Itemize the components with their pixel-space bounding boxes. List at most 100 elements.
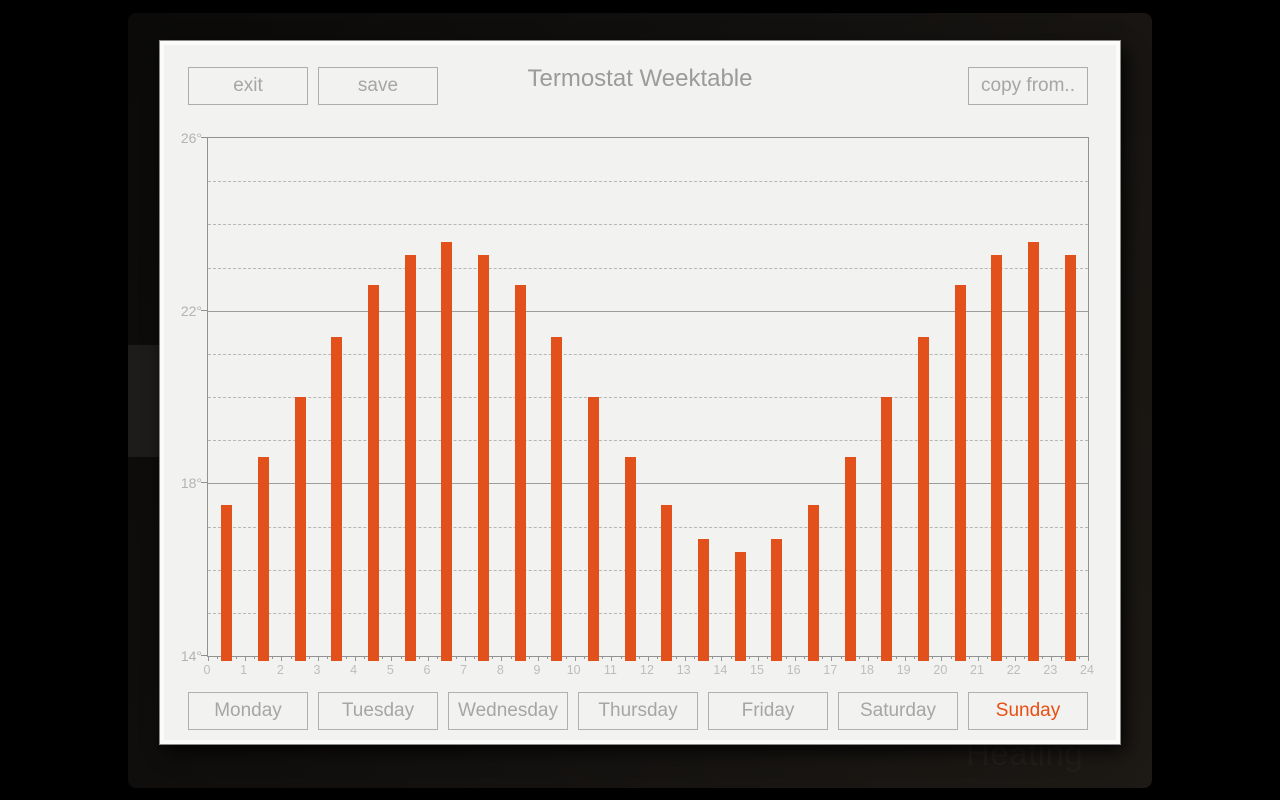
gridline-solid-22 [208, 310, 1088, 312]
x-axis-label-5: 5 [386, 663, 394, 677]
x-tick-11 [611, 656, 613, 661]
save-button[interactable]: save [318, 67, 438, 105]
x-axis-label-7: 7 [460, 663, 468, 677]
temp-bar-hour-8[interactable] [514, 284, 526, 661]
temp-bar-hour-2[interactable] [294, 397, 306, 661]
x-axis-label-1: 1 [240, 663, 248, 677]
x-tick-minor [528, 656, 530, 659]
temp-bar-hour-12[interactable] [661, 504, 673, 661]
temp-bar-hour-17[interactable] [844, 457, 856, 661]
x-axis-label-17: 17 [823, 663, 838, 677]
day-button-tuesday[interactable]: Tuesday [318, 692, 438, 730]
x-tick-24 [1088, 656, 1089, 661]
x-tick-minor [730, 656, 732, 659]
copy-from-button[interactable]: copy from.. [968, 67, 1088, 105]
y-axis-label-18: 18° [180, 475, 202, 492]
x-tick-10 [574, 656, 576, 661]
x-tick-minor [327, 656, 329, 659]
x-tick-minor [620, 656, 622, 659]
x-tick-minor [913, 656, 915, 659]
x-tick-minor [748, 656, 750, 659]
temp-bar-hour-6[interactable] [441, 241, 453, 661]
temp-bar-hour-20[interactable] [954, 284, 966, 661]
day-button-saturday[interactable]: Saturday [838, 692, 958, 730]
x-axis-label-18: 18 [860, 663, 874, 677]
x-tick-minor [895, 656, 897, 659]
x-tick-4 [354, 656, 356, 661]
temp-bar-hour-3[interactable] [331, 336, 343, 661]
temp-bar-hour-10[interactable] [588, 397, 599, 661]
x-tick-6 [428, 656, 429, 661]
x-tick-minor [382, 656, 384, 659]
temp-bar-hour-15[interactable] [771, 539, 783, 661]
temp-bar-hour-1[interactable] [258, 457, 269, 661]
x-tick-minor [1023, 656, 1025, 659]
x-tick-minor [1042, 656, 1044, 659]
temp-bar-hour-16[interactable] [808, 504, 819, 661]
x-axis-label-9: 9 [533, 663, 541, 677]
x-tick-minor [345, 656, 347, 659]
gridline-dashed-19 [208, 440, 1088, 442]
x-tick-minor [253, 656, 255, 659]
x-tick-minor [290, 656, 292, 659]
temp-bar-hour-23[interactable] [1064, 254, 1076, 661]
gridline-dashed-17 [208, 526, 1088, 528]
gridline-dashed-24 [208, 224, 1088, 226]
x-tick-21 [978, 656, 979, 661]
day-button-friday[interactable]: Friday [708, 692, 828, 730]
x-tick-12 [648, 656, 649, 661]
temp-bar-hour-13[interactable] [698, 539, 709, 661]
x-tick-minor [565, 656, 567, 659]
temp-bar-hour-7[interactable] [478, 254, 489, 661]
temp-bar-hour-11[interactable] [624, 457, 636, 661]
x-tick-2 [281, 656, 283, 661]
x-tick-3 [318, 656, 319, 661]
x-tick-14 [721, 656, 723, 661]
x-tick-minor [583, 656, 585, 659]
x-axis-label-14: 14 [713, 663, 728, 677]
y-tick-22 [201, 309, 207, 311]
x-tick-minor [968, 656, 970, 659]
x-tick-15 [758, 656, 759, 661]
temp-bar-hour-22[interactable] [1028, 241, 1039, 661]
x-tick-minor [657, 656, 659, 659]
gridline-solid-18 [208, 483, 1088, 485]
x-tick-13 [684, 656, 686, 661]
x-axis-label-21: 21 [970, 663, 984, 677]
x-axis-label-22: 22 [1006, 663, 1021, 677]
temp-bar-hour-18[interactable] [881, 397, 893, 661]
x-axis-label-10: 10 [566, 663, 581, 677]
x-tick-minor [217, 656, 219, 659]
temp-bar-hour-0[interactable] [221, 504, 233, 661]
day-button-wednesday[interactable]: Wednesday [448, 692, 568, 730]
x-tick-minor [602, 656, 604, 659]
temp-bar-hour-14[interactable] [734, 552, 746, 661]
temp-bar-hour-5[interactable] [404, 254, 416, 661]
x-tick-17 [831, 656, 833, 661]
y-axis-label-26: 26° [180, 130, 202, 146]
x-tick-minor [693, 656, 695, 659]
x-tick-minor [235, 656, 237, 659]
temp-bar-hour-9[interactable] [551, 336, 563, 661]
temp-bar-hour-4[interactable] [368, 284, 379, 661]
x-tick-minor [950, 656, 952, 659]
x-tick-minor [822, 656, 824, 659]
day-button-sunday[interactable]: Sunday [968, 692, 1088, 730]
x-axis-label-4: 4 [350, 663, 358, 677]
x-tick-minor [363, 656, 365, 659]
temp-bar-hour-19[interactable] [918, 336, 929, 661]
x-tick-20 [941, 656, 943, 661]
x-axis-label-13: 13 [676, 663, 691, 677]
day-button-thursday[interactable]: Thursday [578, 692, 698, 730]
temp-bar-hour-21[interactable] [991, 254, 1003, 661]
exit-button[interactable]: exit [188, 67, 308, 105]
x-tick-minor [1078, 656, 1080, 659]
x-axis-label-11: 11 [603, 663, 617, 677]
day-button-monday[interactable]: Monday [188, 692, 308, 730]
x-tick-minor [675, 656, 677, 659]
x-tick-9 [538, 656, 539, 661]
x-tick-0 [208, 656, 209, 661]
x-tick-minor [1060, 656, 1062, 659]
x-axis-label-12: 12 [640, 663, 654, 677]
gridline-dashed-20 [208, 397, 1088, 398]
